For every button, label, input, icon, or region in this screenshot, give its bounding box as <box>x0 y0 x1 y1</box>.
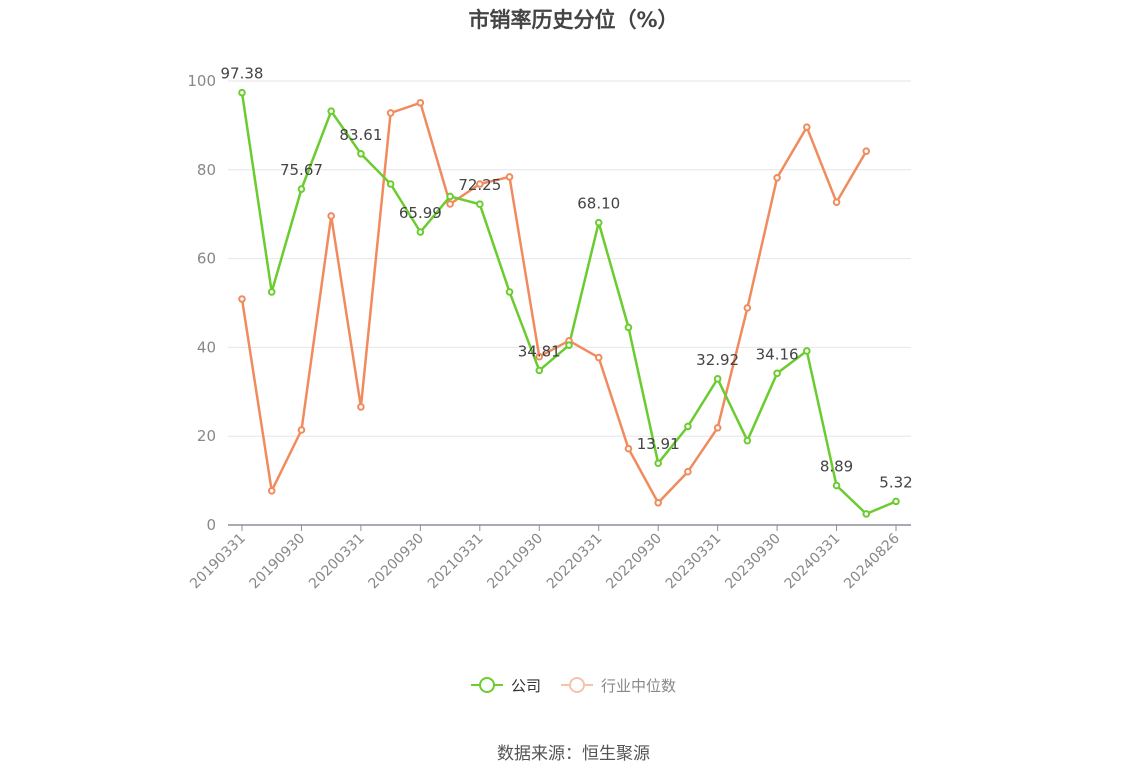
legend-item-company[interactable]: 公司 <box>470 675 541 696</box>
data-point-industry[interactable] <box>862 147 871 155</box>
series-line-company <box>240 92 897 516</box>
data-point-company[interactable] <box>327 107 335 115</box>
data-point-company[interactable] <box>297 185 306 193</box>
x-tick-label: 20220930 <box>603 531 665 593</box>
data-point-company[interactable] <box>476 200 484 209</box>
data-point-company[interactable] <box>386 180 395 188</box>
legend-industry-label: 行业中位数 <box>601 676 677 695</box>
data-point-industry[interactable] <box>743 304 752 312</box>
data-point-company[interactable] <box>684 422 692 431</box>
data-label: 72.25 <box>458 176 501 194</box>
data-point-industry[interactable] <box>297 426 306 434</box>
data-point-company[interactable] <box>505 288 514 296</box>
data-point-industry[interactable] <box>624 444 633 453</box>
data-point-company[interactable] <box>267 288 276 296</box>
y-tick-label: 60 <box>197 250 216 268</box>
data-label: 32.92 <box>696 351 739 369</box>
data-label: 65.99 <box>399 204 442 222</box>
x-tick-label: 20210930 <box>484 531 546 593</box>
data-point-company[interactable] <box>594 218 603 227</box>
y-axis-ticks: 0 20 40 60 80 100 <box>187 72 216 534</box>
data-label: 5.32 <box>879 473 912 491</box>
data-point-company[interactable] <box>446 192 454 201</box>
x-tick-label: 20230930 <box>722 531 784 593</box>
legend-item-industry[interactable]: 行业中位数 <box>561 675 676 696</box>
data-point-company[interactable] <box>832 481 841 490</box>
y-tick-label: 40 <box>197 338 216 356</box>
series-lines <box>240 92 897 516</box>
data-point-industry[interactable] <box>832 198 841 207</box>
data-point-industry[interactable] <box>654 499 662 507</box>
data-point-industry[interactable] <box>713 423 722 432</box>
y-tick-label: 100 <box>187 72 216 90</box>
data-point-company[interactable] <box>803 347 811 355</box>
y-tick-label: 20 <box>197 427 216 445</box>
data-label: 13.91 <box>637 435 680 453</box>
data-point-company[interactable] <box>357 149 365 158</box>
y-tick-label: 80 <box>197 161 216 179</box>
data-point-industry[interactable] <box>505 173 514 181</box>
data-point-industry[interactable] <box>327 212 335 220</box>
x-tick-label: 20200930 <box>365 531 427 593</box>
data-point-industry[interactable] <box>803 123 811 131</box>
y-tick-label: 0 <box>206 516 216 534</box>
x-tick-label: 20240331 <box>782 531 844 593</box>
data-point-industry[interactable] <box>594 353 603 362</box>
data-label: 83.61 <box>339 126 382 144</box>
x-tick-label: 20210331 <box>425 531 487 593</box>
data-point-industry[interactable] <box>535 352 544 361</box>
data-point-industry[interactable] <box>267 487 276 495</box>
data-point-industry[interactable] <box>684 467 692 476</box>
data-point-company[interactable] <box>535 366 544 375</box>
data-point-company[interactable] <box>624 323 633 332</box>
x-tick-label: 20190930 <box>247 531 309 593</box>
data-point-company[interactable] <box>773 369 781 378</box>
data-labels: 97.38 75.67 83.61 65.99 72.25 34.81 68.10 13.91… <box>221 65 913 492</box>
data-point-company[interactable] <box>743 436 752 445</box>
data-point-industry[interactable] <box>416 98 425 107</box>
data-point-industry[interactable] <box>357 403 365 411</box>
data-point-company[interactable] <box>713 375 722 383</box>
x-tick-label: 20230331 <box>663 531 725 593</box>
data-point-industry[interactable] <box>476 180 484 188</box>
data-label: 34.81 <box>518 342 561 360</box>
data-point-company[interactable] <box>862 510 871 518</box>
data-point-industry[interactable] <box>773 173 781 182</box>
data-point-industry[interactable] <box>386 109 395 117</box>
data-point-company[interactable] <box>416 228 425 236</box>
data-point-company[interactable] <box>654 459 662 468</box>
legend-industry-swatch-icon <box>561 677 593 693</box>
source-note: 数据来源：恒生聚源 <box>497 744 650 764</box>
x-tick-label: 20220331 <box>544 531 606 593</box>
data-label: 8.89 <box>820 458 853 476</box>
data-point-company[interactable] <box>892 497 900 506</box>
x-tick-label: 20240826 <box>841 530 903 592</box>
series-points <box>238 88 900 518</box>
legend: 公司 行业中位数 <box>0 672 1147 698</box>
data-label: 75.67 <box>280 161 323 179</box>
data-label: 97.38 <box>221 65 264 83</box>
legend-company-label: 公司 <box>510 676 541 695</box>
legend-company-swatch-icon <box>470 677 503 693</box>
x-tick-label: 20190331 <box>187 531 249 593</box>
chart-title: 市销率历史分位（%） <box>468 8 679 32</box>
data-label: 34.16 <box>756 345 799 363</box>
data-point-industry[interactable] <box>238 295 246 303</box>
x-axis: 2019033120190930202003312020093020210331… <box>187 524 911 593</box>
data-point-company[interactable] <box>565 341 573 349</box>
data-point-industry[interactable] <box>446 200 454 208</box>
series-line-industry <box>240 101 868 505</box>
data-point-company[interactable] <box>238 88 246 97</box>
data-label: 68.10 <box>577 195 620 213</box>
x-tick-label: 20200331 <box>306 531 368 593</box>
